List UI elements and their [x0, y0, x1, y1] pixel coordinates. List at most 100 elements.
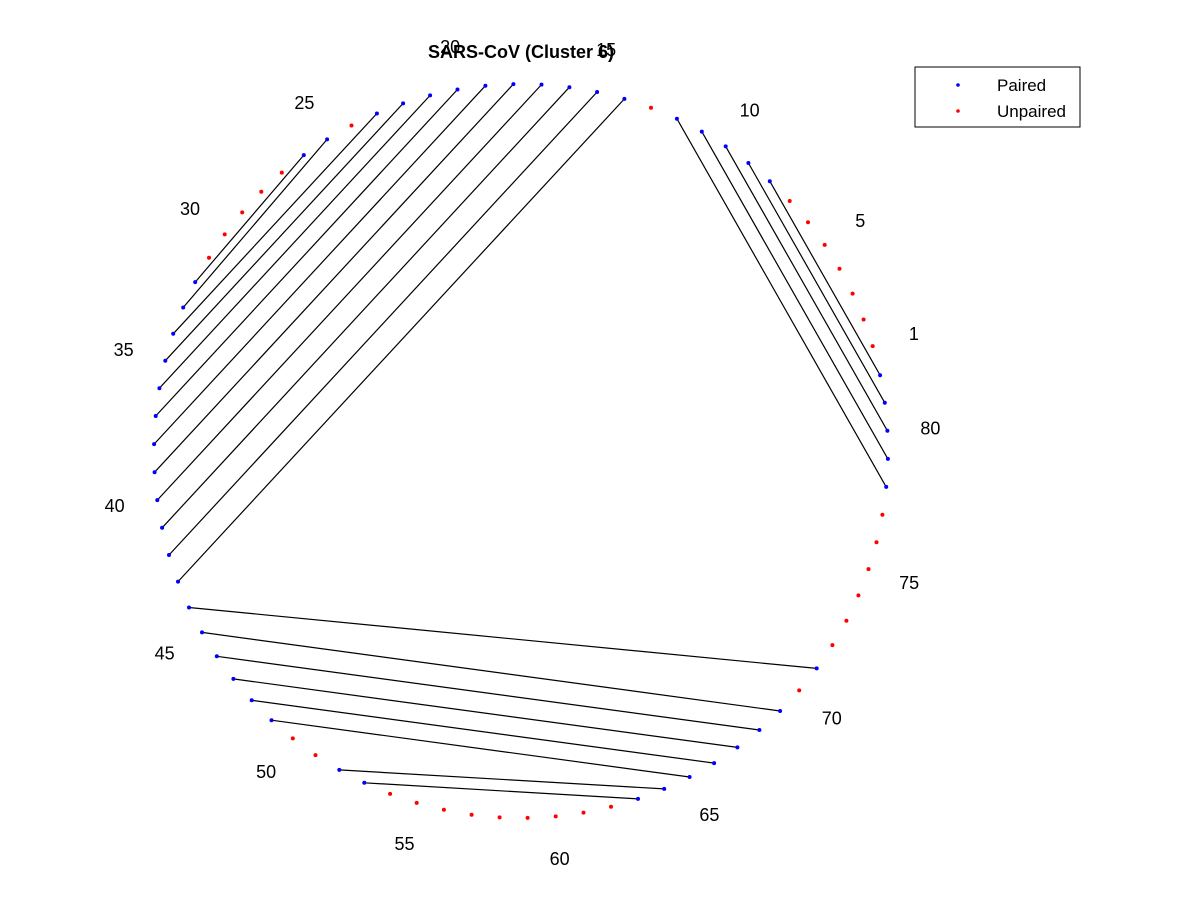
- paired-point-33: [181, 305, 186, 310]
- paired-point-41: [160, 525, 165, 530]
- paired-point-39: [152, 470, 157, 475]
- unpaired-point-60: [553, 814, 558, 819]
- pair-line-23-34: [172, 113, 378, 335]
- unpaired-point-57: [469, 812, 474, 817]
- unpaired-point-56: [441, 807, 446, 812]
- paired-point-42: [167, 553, 171, 557]
- paired-point-53: [362, 780, 367, 785]
- paired-point-9: [746, 161, 751, 165]
- legend-unpaired-label: Unpaired: [997, 102, 1066, 121]
- unpaired-point-4: [837, 266, 842, 271]
- paired-point-16: [567, 85, 572, 90]
- paired-point-69: [778, 709, 783, 713]
- unpaired-point-77: [880, 512, 885, 517]
- pair-line-82-8: [769, 180, 881, 376]
- tick-label-65: 65: [699, 805, 719, 825]
- pair-line-45-69: [201, 631, 781, 712]
- unpaired-point-28: [259, 189, 264, 194]
- paired-point-79: [885, 456, 890, 461]
- unpaired-point-72: [830, 643, 835, 648]
- paired-point-20: [455, 87, 460, 92]
- unpaired-point-59: [525, 815, 530, 820]
- paired-point-17: [539, 82, 544, 87]
- paired-point-21: [428, 93, 433, 98]
- pair-line-16-41: [161, 86, 570, 529]
- legend: Paired Unpaired: [914, 66, 1081, 128]
- pair-line-80-10: [725, 146, 888, 432]
- paired-point-25: [325, 137, 330, 142]
- paired-point-68: [757, 728, 762, 732]
- paired-point-14: [622, 96, 627, 101]
- paired-point-48: [249, 698, 254, 703]
- paired-point-45: [200, 630, 204, 635]
- paired-point-37: [153, 414, 158, 418]
- paired-point-8: [767, 179, 772, 184]
- pair-line-19-38: [153, 85, 486, 445]
- unpaired-point-51: [313, 753, 318, 758]
- unpaired-point-75: [866, 567, 871, 572]
- paired-point-11: [699, 129, 704, 134]
- pair-line-17-40: [156, 84, 542, 501]
- tick-label-60: 60: [550, 849, 570, 869]
- tick-label-25: 25: [294, 93, 314, 113]
- pair-line-25-33: [182, 139, 328, 308]
- tick-label-70: 70: [822, 708, 842, 728]
- paired-point-19: [483, 83, 488, 88]
- paired-point-10: [723, 144, 728, 149]
- unpaired-point-1: [870, 344, 875, 349]
- legend-paired-marker: [956, 83, 960, 87]
- unpaired-point-24: [349, 123, 354, 128]
- paired-point-71: [814, 666, 819, 671]
- tick-label-30: 30: [180, 199, 200, 219]
- pair-line-48-66: [251, 699, 715, 764]
- unpaired-point-55: [414, 800, 419, 805]
- tick-label-50: 50: [256, 762, 276, 782]
- pair-line-15-42: [168, 91, 598, 556]
- pair-line-26-32: [194, 154, 305, 283]
- unpaired-point-7: [787, 199, 792, 203]
- unpaired-point-31: [207, 255, 211, 260]
- unpaired-point-27: [279, 170, 284, 175]
- nucleotide-points: [152, 82, 890, 820]
- unpaired-point-54: [388, 791, 393, 796]
- pair-line-79-11: [701, 131, 889, 460]
- paired-point-44: [187, 605, 191, 610]
- tick-label-80: 80: [920, 418, 940, 438]
- legend-unpaired-marker: [956, 109, 960, 113]
- paired-point-52: [337, 767, 342, 772]
- pair-line-52-64: [339, 769, 665, 790]
- paired-point-36: [157, 386, 162, 391]
- unpaired-point-5: [822, 242, 827, 247]
- paired-point-18: [511, 82, 516, 87]
- legend-box: [914, 66, 1081, 128]
- pair-line-81-9: [747, 162, 886, 404]
- paired-point-47: [231, 676, 236, 681]
- legend-paired-label: Paired: [997, 76, 1046, 95]
- tick-label-1: 1: [909, 324, 919, 344]
- chart-title: SARS-CoV (Cluster 6): [428, 42, 614, 62]
- paired-point-64: [662, 786, 667, 791]
- paired-point-67: [735, 745, 740, 750]
- tick-label-20: 20: [440, 37, 460, 57]
- tick-label-10: 10: [740, 101, 760, 121]
- tick-label-40: 40: [105, 496, 125, 516]
- tick-label-45: 45: [155, 644, 175, 664]
- unpaired-point-30: [222, 232, 227, 237]
- pair-line-14-43: [177, 98, 625, 583]
- paired-point-63: [636, 796, 640, 801]
- pair-line-46-68: [216, 655, 760, 731]
- pair-line-21-36: [158, 94, 431, 389]
- paired-point-32: [193, 280, 198, 285]
- paired-point-35: [163, 358, 168, 363]
- pair-line-53-63: [364, 782, 639, 800]
- tick-label-75: 75: [899, 573, 919, 593]
- paired-point-22: [401, 101, 406, 106]
- unpaired-point-3: [850, 291, 855, 296]
- tick-label-5: 5: [855, 211, 865, 231]
- unpaired-point-6: [806, 220, 810, 225]
- paired-point-46: [214, 654, 219, 659]
- tick-label-35: 35: [114, 340, 134, 360]
- paired-point-49: [269, 718, 274, 723]
